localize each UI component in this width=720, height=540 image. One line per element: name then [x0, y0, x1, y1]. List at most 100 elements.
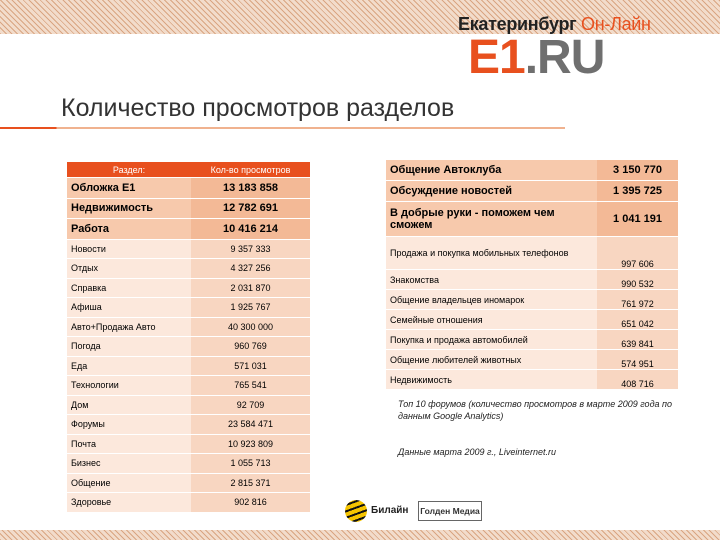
- table-row: Дом 92 709: [67, 395, 310, 415]
- forum-views: 1 041 191: [597, 201, 678, 237]
- forum-views: 651 042: [597, 309, 678, 330]
- forum-views: 997 606: [597, 236, 678, 270]
- table-row: Покупка и продажа автомобилей 639 841: [386, 329, 678, 350]
- forum-name: Знакомства: [386, 269, 597, 290]
- logo-online: Он-Лайн: [581, 14, 651, 34]
- golden-media-logo: Голден Медиа: [418, 501, 482, 521]
- data-source-note: Данные марта 2009 г., Liveinternet.ru: [398, 447, 556, 457]
- table-row: Общение Автоклуба 3 150 770: [386, 160, 678, 181]
- forum-views: 408 716: [597, 369, 678, 390]
- table-row: Общение любителей животных 574 951: [386, 349, 678, 370]
- section-name: Авто+Продажа Авто: [67, 317, 191, 337]
- table-row: Погода 960 769: [67, 336, 310, 357]
- section-views: 1 055 713: [191, 453, 310, 474]
- section-name: Новости: [67, 239, 191, 259]
- beeline-icon: [345, 500, 367, 522]
- table-row: Еда 571 031: [67, 356, 310, 376]
- logo-city: Екатеринбург: [458, 14, 577, 34]
- table-row: Афиша 1 925 767: [67, 297, 310, 318]
- sections-table: Раздел: Кол-во просмотров Обложка E1 13 183…: [67, 162, 310, 513]
- table-row: Почта 10 923 809: [67, 434, 310, 454]
- table-row: Общение 2 815 371: [67, 473, 310, 493]
- forums-note: Топ 10 форумов (количество просмотров в …: [398, 399, 673, 421]
- section-views: 10 923 809: [191, 434, 310, 454]
- table-row: Обложка E1 13 183 858: [67, 177, 310, 199]
- section-name: Технологии: [67, 375, 191, 396]
- forum-views: 761 972: [597, 289, 678, 310]
- section-views: 571 031: [191, 356, 310, 376]
- header-section: Раздел:: [67, 162, 191, 178]
- forum-name: Общение владельцев иномарок: [386, 289, 597, 310]
- table-row: В добрые руки - поможем чем сможем 1 041 …: [386, 201, 678, 237]
- table-row: Форумы 23 584 471: [67, 414, 310, 435]
- forum-views: 1 395 725: [597, 180, 678, 202]
- forum-views: 639 841: [597, 329, 678, 350]
- logo-brand: E1.RU: [468, 30, 606, 86]
- table-row: Справка 2 031 870: [67, 278, 310, 298]
- e1-logo: Екатеринбург Он-Лайн E1.RU: [458, 14, 668, 84]
- forums-table: Общение Автоклуба 3 150 770 Обсуждение нов…: [386, 160, 678, 390]
- page-title: Количество просмотров разделов: [61, 94, 455, 122]
- forum-name: Обсуждение новостей: [386, 180, 597, 202]
- table-row: Технологии 765 541: [67, 375, 310, 396]
- section-views: 960 769: [191, 336, 310, 357]
- header-views: Кол-во просмотров: [191, 162, 310, 178]
- section-views: 4 327 256: [191, 258, 310, 279]
- section-name: Еда: [67, 356, 191, 376]
- section-name: Форумы: [67, 414, 191, 435]
- title-underline: [0, 127, 565, 129]
- section-name: Справка: [67, 278, 191, 298]
- sections-table-header: Раздел: Кол-во просмотров: [67, 162, 310, 178]
- table-row: Продажа и покупка мобильных телефонов 997…: [386, 236, 678, 270]
- table-row: Новости 9 357 333: [67, 239, 310, 259]
- table-row: Недвижимость 12 782 691: [67, 198, 310, 219]
- forum-name: Недвижимость: [386, 369, 597, 390]
- section-name: Отдых: [67, 258, 191, 279]
- section-name: Недвижимость: [67, 198, 191, 219]
- section-name: Здоровье: [67, 492, 191, 513]
- logo-brand-main: E1: [468, 31, 526, 84]
- forum-views: 574 951: [597, 349, 678, 370]
- bottom-pattern-band: [0, 530, 720, 540]
- section-views: 40 300 000: [191, 317, 310, 337]
- section-views: 2 031 870: [191, 278, 310, 298]
- section-name: Обложка E1: [67, 177, 191, 199]
- section-views: 13 183 858: [191, 177, 310, 199]
- section-name: Почта: [67, 434, 191, 454]
- logo-brand-suffix: .RU: [524, 31, 606, 84]
- table-row: Общение владельцев иномарок 761 972: [386, 289, 678, 310]
- section-views: 23 584 471: [191, 414, 310, 435]
- table-row: Здоровье 902 816: [67, 492, 310, 513]
- section-views: 902 816: [191, 492, 310, 513]
- section-name: Афиша: [67, 297, 191, 318]
- section-name: Погода: [67, 336, 191, 357]
- table-row: Недвижимость 408 716: [386, 369, 678, 390]
- table-row: Авто+Продажа Авто 40 300 000: [67, 317, 310, 337]
- logo-city-line: Екатеринбург Он-Лайн: [458, 14, 651, 35]
- table-row: Семейные отношения 651 042: [386, 309, 678, 330]
- table-row: Знакомства 990 532: [386, 269, 678, 290]
- forum-name: В добрые руки - поможем чем сможем: [386, 201, 597, 237]
- section-name: Бизнес: [67, 453, 191, 474]
- forum-name: Продажа и покупка мобильных телефонов: [386, 236, 597, 270]
- section-name: Общение: [67, 473, 191, 493]
- top-pattern-band: [0, 0, 720, 34]
- beeline-label: Билайн: [371, 505, 409, 516]
- table-row: Отдых 4 327 256: [67, 258, 310, 279]
- table-row: Работа 10 416 214: [67, 218, 310, 240]
- forum-views: 990 532: [597, 269, 678, 290]
- forum-name: Общение Автоклуба: [386, 160, 597, 181]
- section-views: 765 541: [191, 375, 310, 396]
- section-views: 10 416 214: [191, 218, 310, 240]
- section-views: 1 925 767: [191, 297, 310, 318]
- section-views: 2 815 371: [191, 473, 310, 493]
- table-row: Бизнес 1 055 713: [67, 453, 310, 474]
- forum-name: Семейные отношения: [386, 309, 597, 330]
- forum-name: Общение любителей животных: [386, 349, 597, 370]
- section-views: 12 782 691: [191, 198, 310, 219]
- section-name: Дом: [67, 395, 191, 415]
- section-views: 9 357 333: [191, 239, 310, 259]
- forum-views: 3 150 770: [597, 160, 678, 181]
- section-views: 92 709: [191, 395, 310, 415]
- table-row: Обсуждение новостей 1 395 725: [386, 180, 678, 202]
